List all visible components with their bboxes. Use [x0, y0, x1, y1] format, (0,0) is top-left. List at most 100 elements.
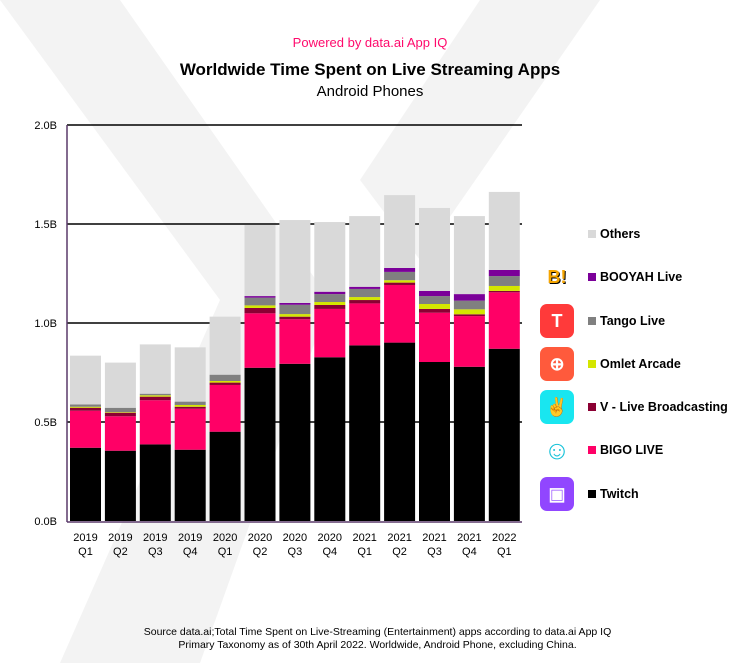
- bar-segment-bigo-live: [139, 400, 171, 445]
- chart-title: Worldwide Time Spent on Live Streaming A…: [179, 60, 561, 79]
- bar-segment-omlet-arcade: [419, 303, 450, 309]
- bar-segment-bigo-live: [349, 303, 381, 346]
- x-tick-label-quarter: Q3: [427, 546, 442, 558]
- source-line-2: Primary Taxonomy as of 30th April 2022. …: [178, 639, 577, 651]
- bar-segment-twitch: [209, 431, 241, 521]
- bar-segment-bigo-live: [70, 410, 101, 448]
- bar-segment-bigo-live: [488, 292, 520, 349]
- bar-segment-others: [314, 222, 346, 292]
- bar-segment-omlet-arcade: [139, 395, 171, 397]
- x-tick-label-year: 2020: [248, 532, 272, 544]
- bar-segment-others: [488, 191, 520, 270]
- bar-segment-twitch: [104, 450, 136, 521]
- x-tick-label-quarter: Q4: [322, 546, 337, 558]
- x-tick-label-year: 2021: [422, 532, 446, 544]
- x-tick-label-year: 2020: [283, 532, 307, 544]
- y-tick-label: 0.5B: [34, 417, 57, 429]
- legend-item: ✌ V - Live Broadcasting: [540, 389, 728, 425]
- bar-segment-v-live-broadcasting: [453, 314, 485, 317]
- bar-segment-v-live-broadcasting: [349, 300, 381, 304]
- bar-segment-bigo-live: [209, 384, 241, 432]
- x-tick-label-year: 2019: [178, 532, 202, 544]
- powered-by: Powered by data.ai App IQ: [292, 35, 448, 50]
- bar-segment-omlet-arcade: [104, 412, 136, 413]
- bar-segment-booyah-live: [419, 290, 450, 297]
- bar-segment-tango-live: [453, 300, 485, 310]
- bar-segment-tango-live: [349, 288, 381, 298]
- bar-segment-bigo-live: [279, 319, 311, 364]
- bar-segment-others: [419, 207, 450, 291]
- bar-segment-twitch: [419, 362, 450, 521]
- bar-segment-tango-live: [384, 271, 416, 281]
- legend-label: Others: [600, 227, 641, 241]
- x-tick-label-year: 2022: [492, 532, 516, 544]
- legend-item: B! BOOYAH Live: [540, 259, 683, 295]
- bar-segment-bigo-live: [244, 313, 276, 368]
- bar-segment-others: [384, 195, 416, 268]
- bar-segment-bigo-live: [104, 416, 136, 451]
- bar-segment-twitch: [174, 449, 206, 521]
- y-tick-label: 1.5B: [34, 219, 57, 231]
- legend-label: V - Live Broadcasting: [600, 400, 728, 414]
- legend-swatch: [588, 490, 596, 498]
- bar-segment-twitch: [453, 366, 485, 521]
- x-tick-label-year: 2021: [352, 532, 376, 544]
- x-tick-label-quarter: Q2: [113, 546, 128, 558]
- bar-segment-v-live-broadcasting: [70, 407, 101, 411]
- bar-segment-v-live-broadcasting: [104, 412, 136, 417]
- legend-swatch: [588, 360, 596, 368]
- x-tick-label-year: 2019: [143, 532, 167, 544]
- bar-segment-omlet-arcade: [70, 406, 101, 408]
- bigo-live-icon: ☺: [540, 433, 574, 467]
- x-tick-label-quarter: Q2: [392, 546, 407, 558]
- x-tick-label-quarter: Q4: [183, 546, 198, 558]
- booyah-live-icon: B!: [547, 266, 567, 287]
- bar-segment-others: [244, 224, 276, 297]
- bar-segment-v-live-broadcasting: [279, 316, 311, 320]
- tango-live-icon: T: [540, 304, 574, 338]
- bar-segment-v-live-broadcasting: [244, 307, 276, 314]
- bar-segment-omlet-arcade: [314, 302, 346, 305]
- source-note: Source data.ai;Total Time Spent on Live-…: [0, 626, 755, 652]
- bar-segment-v-live-broadcasting: [419, 308, 450, 313]
- x-tick-label-quarter: Q2: [253, 546, 268, 558]
- legend-label: BIGO LIVE: [600, 443, 664, 457]
- bar-segment-v-live-broadcasting: [488, 290, 520, 293]
- bar-segment-twitch: [139, 444, 171, 521]
- bar-segment-booyah-live: [384, 267, 416, 272]
- bar-segment-tango-live: [419, 296, 450, 304]
- bar-segment-others: [349, 216, 381, 287]
- bar-segment-tango-live: [70, 404, 101, 407]
- legend-label: Omlet Arcade: [600, 357, 681, 371]
- legend-item: Others: [540, 216, 640, 252]
- v-live-icon: ✌: [540, 390, 574, 424]
- y-tick-label: 0.0B: [34, 516, 57, 528]
- bar-segment-others: [139, 344, 171, 394]
- bar-segment-omlet-arcade: [384, 280, 416, 283]
- bar-segment-bigo-live: [314, 308, 346, 358]
- bar-segment-booyah-live: [349, 286, 381, 289]
- bar-segment-booyah-live: [279, 303, 311, 305]
- bar-segment-omlet-arcade: [488, 285, 520, 291]
- bar-segment-booyah-live: [453, 294, 485, 301]
- bar-segment-omlet-arcade: [174, 404, 206, 407]
- twitch-icon: ▣: [540, 477, 574, 511]
- legend-item: ⊕ Omlet Arcade: [540, 346, 681, 382]
- legend-swatch: [588, 403, 596, 411]
- x-tick-label-quarter: Q3: [288, 546, 303, 558]
- x-tick-label-year: 2021: [387, 532, 411, 544]
- bar-segment-others: [174, 347, 206, 402]
- legend-item: ▣ Twitch: [540, 476, 639, 512]
- bar-segment-booyah-live: [244, 296, 276, 298]
- legend-label: Twitch: [600, 487, 639, 501]
- bar-segment-omlet-arcade: [209, 381, 241, 383]
- bar-segment-others: [104, 362, 136, 408]
- bar-segment-v-live-broadcasting: [384, 282, 416, 285]
- bar-segment-omlet-arcade: [279, 314, 311, 317]
- bar-segment-tango-live: [314, 294, 346, 303]
- bar-segment-booyah-live: [488, 269, 520, 277]
- bar-segment-others: [279, 220, 311, 304]
- legend-label: BOOYAH Live: [600, 270, 683, 284]
